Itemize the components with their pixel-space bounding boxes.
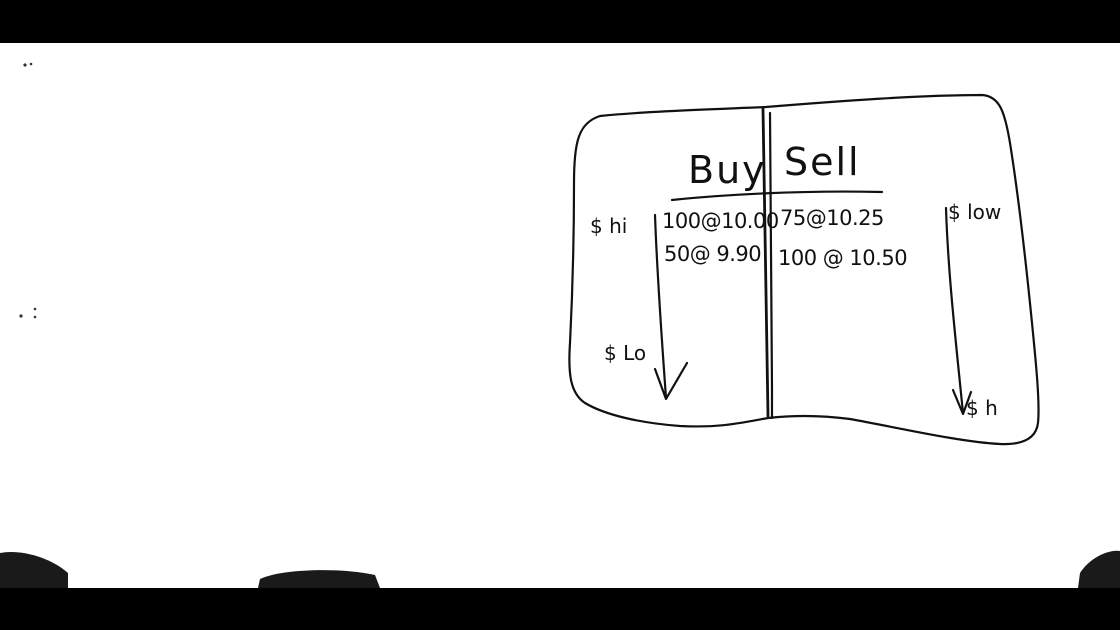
stray-mark	[29, 62, 33, 66]
bottom-left-object	[0, 551, 68, 588]
bottom-center-object	[258, 570, 380, 588]
sell-side-arrow-shaft	[944, 206, 965, 415]
sell-side-bottom-label: $ h	[966, 396, 998, 420]
sell-header: Sell	[784, 140, 861, 184]
stray-mark	[33, 307, 37, 311]
center-divider-second-stroke	[768, 111, 774, 420]
stray-mark	[19, 314, 23, 318]
sell-side-top-label: $ low	[948, 200, 1001, 224]
header-underline	[670, 190, 884, 202]
stray-mark	[23, 63, 27, 67]
sell-order: 100 @ 10.50	[778, 246, 907, 270]
buy-side-arrow-shaft	[653, 213, 668, 400]
order-book-box	[568, 93, 1040, 446]
buy-side-bottom-label: $ Lo	[604, 341, 646, 365]
stray-mark	[33, 315, 37, 319]
buy-order: 50@ 9.90	[664, 242, 761, 266]
sell-side-arrow-head	[951, 388, 973, 416]
buy-order: 100@10.00	[662, 209, 779, 233]
center-divider	[761, 107, 770, 418]
buy-side-top-label: $ hi	[590, 214, 627, 238]
order-book-sketch: Buy Sell 100@10.00 50@ 9.90 75@10.25 100…	[0, 62, 1120, 588]
whiteboard: Buy Sell 100@10.00 50@ 9.90 75@10.25 100…	[0, 43, 1120, 588]
buy-header: Buy	[688, 148, 767, 192]
bottom-right-object	[1078, 550, 1120, 588]
buy-side-arrow-head	[653, 361, 689, 401]
sell-order: 75@10.25	[780, 206, 884, 230]
